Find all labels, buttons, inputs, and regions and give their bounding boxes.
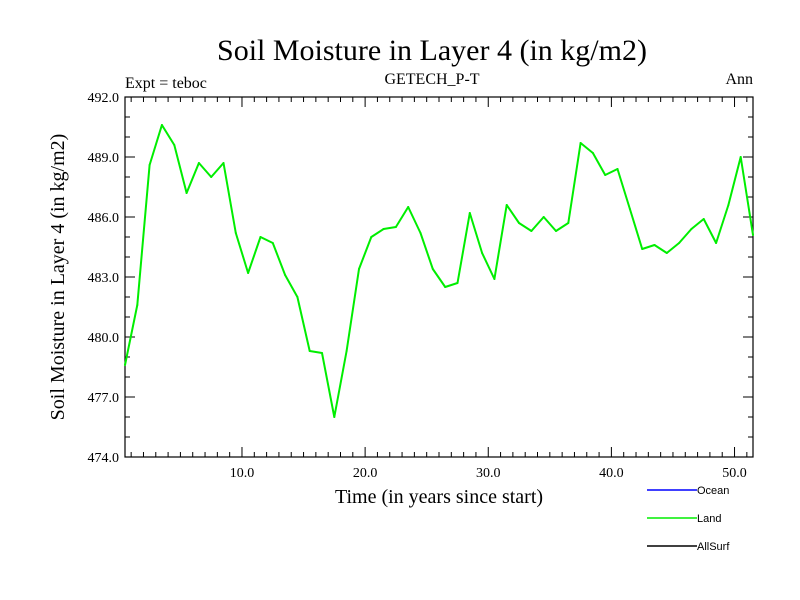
- data-point-land: [628, 208, 631, 210]
- legend-label-ocean: Ocean: [697, 485, 729, 497]
- data-point-land: [407, 206, 410, 208]
- y-tick-label: 480.0: [88, 331, 120, 346]
- data-point-land: [259, 236, 262, 238]
- data-point-land: [653, 244, 656, 246]
- series-line-land: [124, 124, 754, 418]
- data-point-land: [431, 268, 434, 270]
- x-tick-label: 40.0: [599, 466, 624, 481]
- axis-ticks: [125, 96, 753, 458]
- data-point-land: [715, 242, 718, 244]
- data-point-land: [148, 164, 151, 166]
- data-point-land: [382, 228, 385, 230]
- data-point-land: [308, 350, 311, 352]
- data-point-land: [493, 278, 496, 280]
- y-tick-label: 489.0: [88, 151, 120, 166]
- data-point-land: [234, 232, 237, 234]
- data-point-land: [727, 204, 730, 206]
- data-point-land: [222, 162, 225, 164]
- data-point-land: [456, 282, 459, 284]
- chart-title: Soil Moisture in Layer 4 (in kg/m2): [217, 34, 647, 67]
- y-tick-label: 474.0: [88, 451, 120, 466]
- data-point-land: [296, 296, 299, 298]
- data-point-land: [554, 230, 557, 232]
- data-point-land: [567, 222, 570, 224]
- x-axis-label: Time (in years since start): [335, 486, 543, 508]
- data-point-land: [579, 142, 582, 144]
- data-point-land: [333, 416, 336, 418]
- data-point-land: [481, 252, 484, 254]
- data-point-land: [271, 242, 274, 244]
- data-point-land: [444, 286, 447, 288]
- data-point-land: [321, 352, 324, 354]
- data-point-land: [197, 162, 200, 164]
- axis-tick-labels: 474.0 477.0 480.0 483.0 486.0 489.0 492.0 10.0 2…: [88, 91, 747, 481]
- data-point-land: [616, 168, 619, 170]
- data-point-land: [518, 222, 521, 224]
- data-point-land: [468, 212, 471, 214]
- data-point-land: [124, 364, 126, 366]
- data-point-land: [702, 218, 705, 220]
- y-tick-label: 486.0: [88, 211, 120, 226]
- y-tick-label: 483.0: [88, 271, 120, 286]
- x-tick-label: 20.0: [353, 466, 378, 481]
- y-tick-label: 492.0: [88, 91, 120, 106]
- data-point-land: [185, 192, 188, 194]
- data-point-land: [752, 234, 754, 236]
- data-point-land: [210, 176, 213, 178]
- data-point-land: [591, 152, 594, 154]
- data-point-land: [665, 252, 668, 254]
- data-point-land: [173, 144, 176, 146]
- data-point-land: [690, 228, 693, 230]
- data-point-land: [394, 226, 397, 228]
- y-axis-label: Soil Moisture in Layer 4 (in kg/m2): [47, 134, 69, 421]
- x-tick-label: 10.0: [230, 466, 255, 481]
- legend: Ocean Land AllSurf: [647, 485, 730, 553]
- series-points-land: [124, 124, 754, 418]
- data-point-land: [247, 272, 250, 274]
- data-point-land: [530, 230, 533, 232]
- y-tick-label: 477.0: [88, 391, 120, 406]
- data-point-land: [160, 124, 163, 126]
- legend-label-allsurf: AllSurf: [697, 541, 730, 553]
- data-point-land: [419, 232, 422, 234]
- data-point-land: [357, 268, 360, 270]
- data-point-land: [505, 204, 508, 206]
- data-point-land: [678, 242, 681, 244]
- data-point-land: [136, 304, 139, 306]
- data-point-land: [370, 236, 373, 238]
- experiment-label: Expt = teboc: [125, 75, 207, 92]
- model-label: GETECH_P-T: [384, 71, 479, 88]
- legend-label-land: Land: [697, 513, 721, 525]
- data-point-land: [641, 248, 644, 250]
- data-point-land: [284, 274, 287, 276]
- data-point-land: [604, 174, 607, 176]
- x-tick-label: 50.0: [722, 466, 747, 481]
- data-point-land: [739, 156, 742, 158]
- x-tick-label: 30.0: [476, 466, 501, 481]
- data-point-land: [542, 216, 545, 218]
- data-point-land: [345, 350, 348, 352]
- season-label: Ann: [725, 71, 753, 88]
